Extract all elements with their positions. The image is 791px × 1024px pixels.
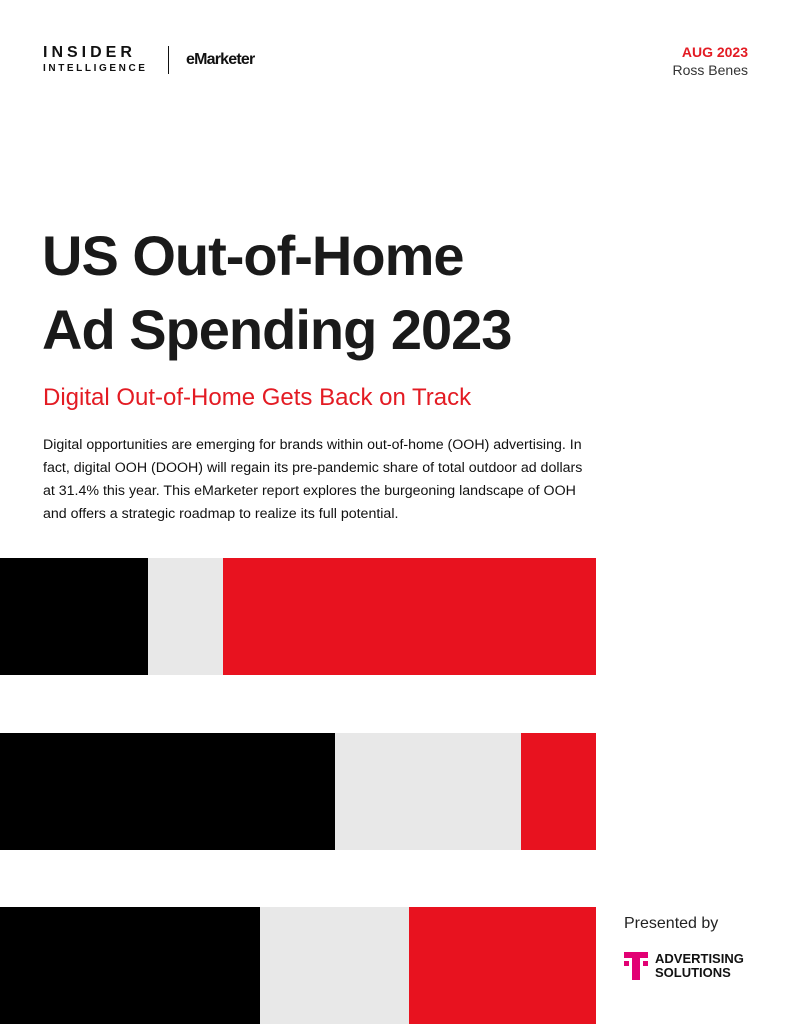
bar-block	[0, 558, 148, 675]
bar-block	[260, 907, 409, 1024]
bar-block	[0, 733, 335, 850]
bar-block	[148, 558, 223, 675]
divider	[168, 46, 169, 74]
bar-block	[335, 733, 521, 850]
brand-logo: INTELLIGENCE	[43, 63, 148, 74]
bar-block	[223, 558, 596, 675]
date: AUG 2023	[681, 44, 748, 60]
bar-block	[409, 907, 596, 1024]
sponsor-logo: SOLUTIONS	[655, 965, 731, 980]
title: US Out-of-Home	[42, 224, 465, 287]
sponsor-label: Presented by	[624, 915, 719, 932]
body-text: Digital opportunities are emerging for b…	[43, 437, 583, 522]
subtitle: Digital Out-of-Home Gets Back on Track	[43, 384, 472, 411]
partner-logo: eMarketer	[186, 51, 255, 68]
sponsor-logo-icon	[624, 952, 648, 980]
bar-block	[0, 907, 260, 1024]
bar-block	[521, 733, 596, 850]
title: Ad Spending 2023	[42, 298, 512, 361]
sponsor-logo: ADVERTISING	[655, 951, 744, 966]
brand-logo: INSIDER	[43, 44, 136, 61]
author: Ross Benes	[672, 62, 748, 78]
